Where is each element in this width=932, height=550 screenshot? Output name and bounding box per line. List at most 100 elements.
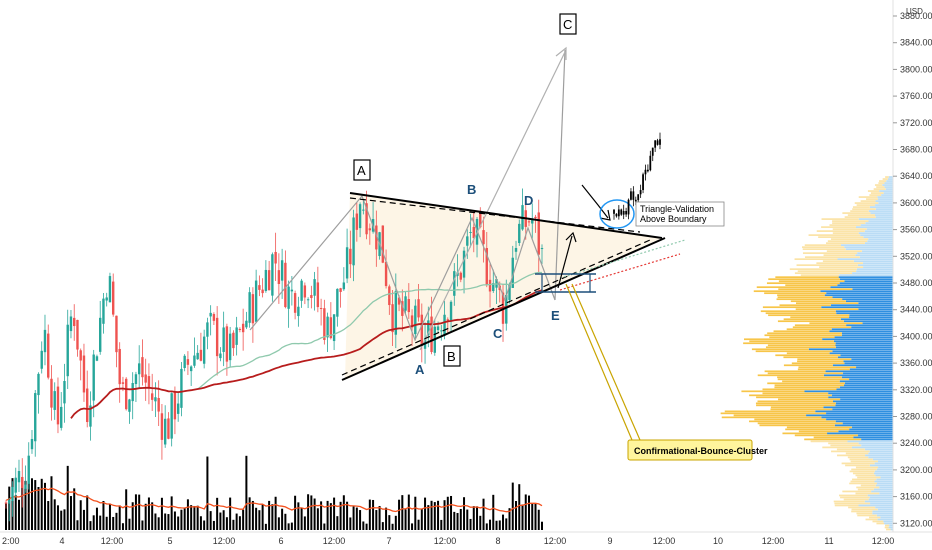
profile-bar-gold <box>756 396 829 399</box>
volume-bar <box>264 523 267 530</box>
volume-bar <box>261 504 264 530</box>
profile-bar-gold <box>760 310 836 313</box>
candle-body <box>157 397 160 412</box>
candle-body <box>147 376 151 388</box>
candle-body <box>4 502 8 504</box>
profile-bar-gold <box>733 414 807 417</box>
volume-bar <box>359 510 362 530</box>
time-tick-label: 6 <box>278 536 283 546</box>
candle-body <box>199 349 203 361</box>
profile-bar-blue <box>831 328 893 331</box>
volume-bar <box>417 519 420 530</box>
profile-bar-gold <box>855 474 876 477</box>
profile-bar-gold <box>778 280 845 283</box>
profile-bar-blue <box>835 342 893 345</box>
profile-bar-blue <box>856 268 893 271</box>
projected-candle-body <box>617 209 620 217</box>
profile-bar-blue <box>888 176 893 178</box>
time-tick-label: 8 <box>495 536 500 546</box>
profile-bar-gold <box>790 300 846 303</box>
profile-bar-blue <box>847 440 893 443</box>
profile-bar-gold <box>770 406 824 409</box>
volume-bar <box>336 516 339 530</box>
volume-bar <box>14 495 17 530</box>
volume-bar <box>284 513 287 530</box>
profile-bar-gold <box>756 404 836 407</box>
profile-bar-gold <box>852 478 877 481</box>
profile-bar-gold <box>802 248 846 250</box>
candle-body <box>436 326 440 331</box>
candle-body <box>427 320 430 336</box>
price-tick-label: 3200.00 <box>900 465 932 475</box>
candle-body <box>381 225 385 263</box>
candle-body <box>43 329 47 353</box>
time-tick-label: 10 <box>713 536 723 546</box>
profile-bar-gold <box>833 500 865 503</box>
profile-bar-blue <box>830 304 893 307</box>
profile-bar-blue <box>835 344 893 347</box>
volume-bar <box>170 496 173 530</box>
profile-bar-gold <box>831 450 870 453</box>
candle-body <box>440 330 443 332</box>
volume-bar <box>118 505 121 530</box>
profile-bar-gold <box>884 526 889 529</box>
candle-body <box>310 295 313 299</box>
profile-bar-blue <box>832 350 893 353</box>
volume-bar <box>125 489 128 530</box>
profile-bar-gold <box>841 462 875 465</box>
profile-bar-gold <box>816 230 865 232</box>
candle-body <box>414 305 417 335</box>
bounce-cluster-label: Confirmational-Bounce-Cluster <box>634 446 768 456</box>
profile-bar-blue <box>875 208 893 210</box>
volume-bar <box>424 497 427 530</box>
profile-bar-blue <box>875 506 893 509</box>
volume-bar <box>196 505 199 530</box>
volume-bar <box>53 499 56 530</box>
wave-label-c-lower: C <box>493 326 503 341</box>
candle-body <box>144 374 147 383</box>
profile-bar-blue <box>828 392 893 395</box>
profile-bar-blue <box>872 510 893 513</box>
candle-body <box>124 378 128 410</box>
profile-bar-blue <box>882 184 893 186</box>
profile-bar-gold <box>851 508 878 511</box>
price-tick-label: 3720.00 <box>900 118 932 128</box>
projected-candle-body <box>644 169 647 175</box>
volume-bar <box>394 515 397 530</box>
candle-body <box>50 378 53 408</box>
profile-bar-blue <box>823 406 893 409</box>
profile-bar-gold <box>783 364 833 367</box>
candle-body <box>235 327 238 345</box>
candle-body <box>466 236 469 246</box>
candle-body <box>267 270 271 291</box>
candle-body <box>345 247 349 279</box>
profile-bar-gold <box>850 480 875 483</box>
profile-bar-blue <box>835 346 893 349</box>
profile-bar-gold <box>855 466 879 469</box>
profile-bar-gold <box>797 270 857 273</box>
profile-bar-gold <box>754 418 827 421</box>
profile-bar-blue <box>877 198 893 200</box>
volume-bar <box>115 512 118 530</box>
projected-candle-body <box>613 209 615 214</box>
candle-body <box>339 288 342 292</box>
candle-body <box>449 301 453 321</box>
profile-bar-blue <box>876 478 893 481</box>
projection-arrow-line <box>554 49 566 301</box>
projected-candle-body <box>651 147 654 156</box>
volume-bar <box>79 500 82 530</box>
profile-bar-gold <box>860 200 876 202</box>
candle-body <box>527 221 531 223</box>
candle-body <box>128 399 131 412</box>
profile-bar-blue <box>858 442 893 445</box>
profile-bar-gold <box>764 334 842 337</box>
volume-bar <box>404 509 407 530</box>
projected-candle-body <box>630 191 632 200</box>
profile-bar-gold <box>749 394 832 397</box>
profile-bar-blue <box>871 490 893 493</box>
candle-body <box>8 499 11 504</box>
profile-bar-gold <box>777 294 825 297</box>
candle-body <box>66 324 69 377</box>
volume-bar <box>349 517 352 530</box>
